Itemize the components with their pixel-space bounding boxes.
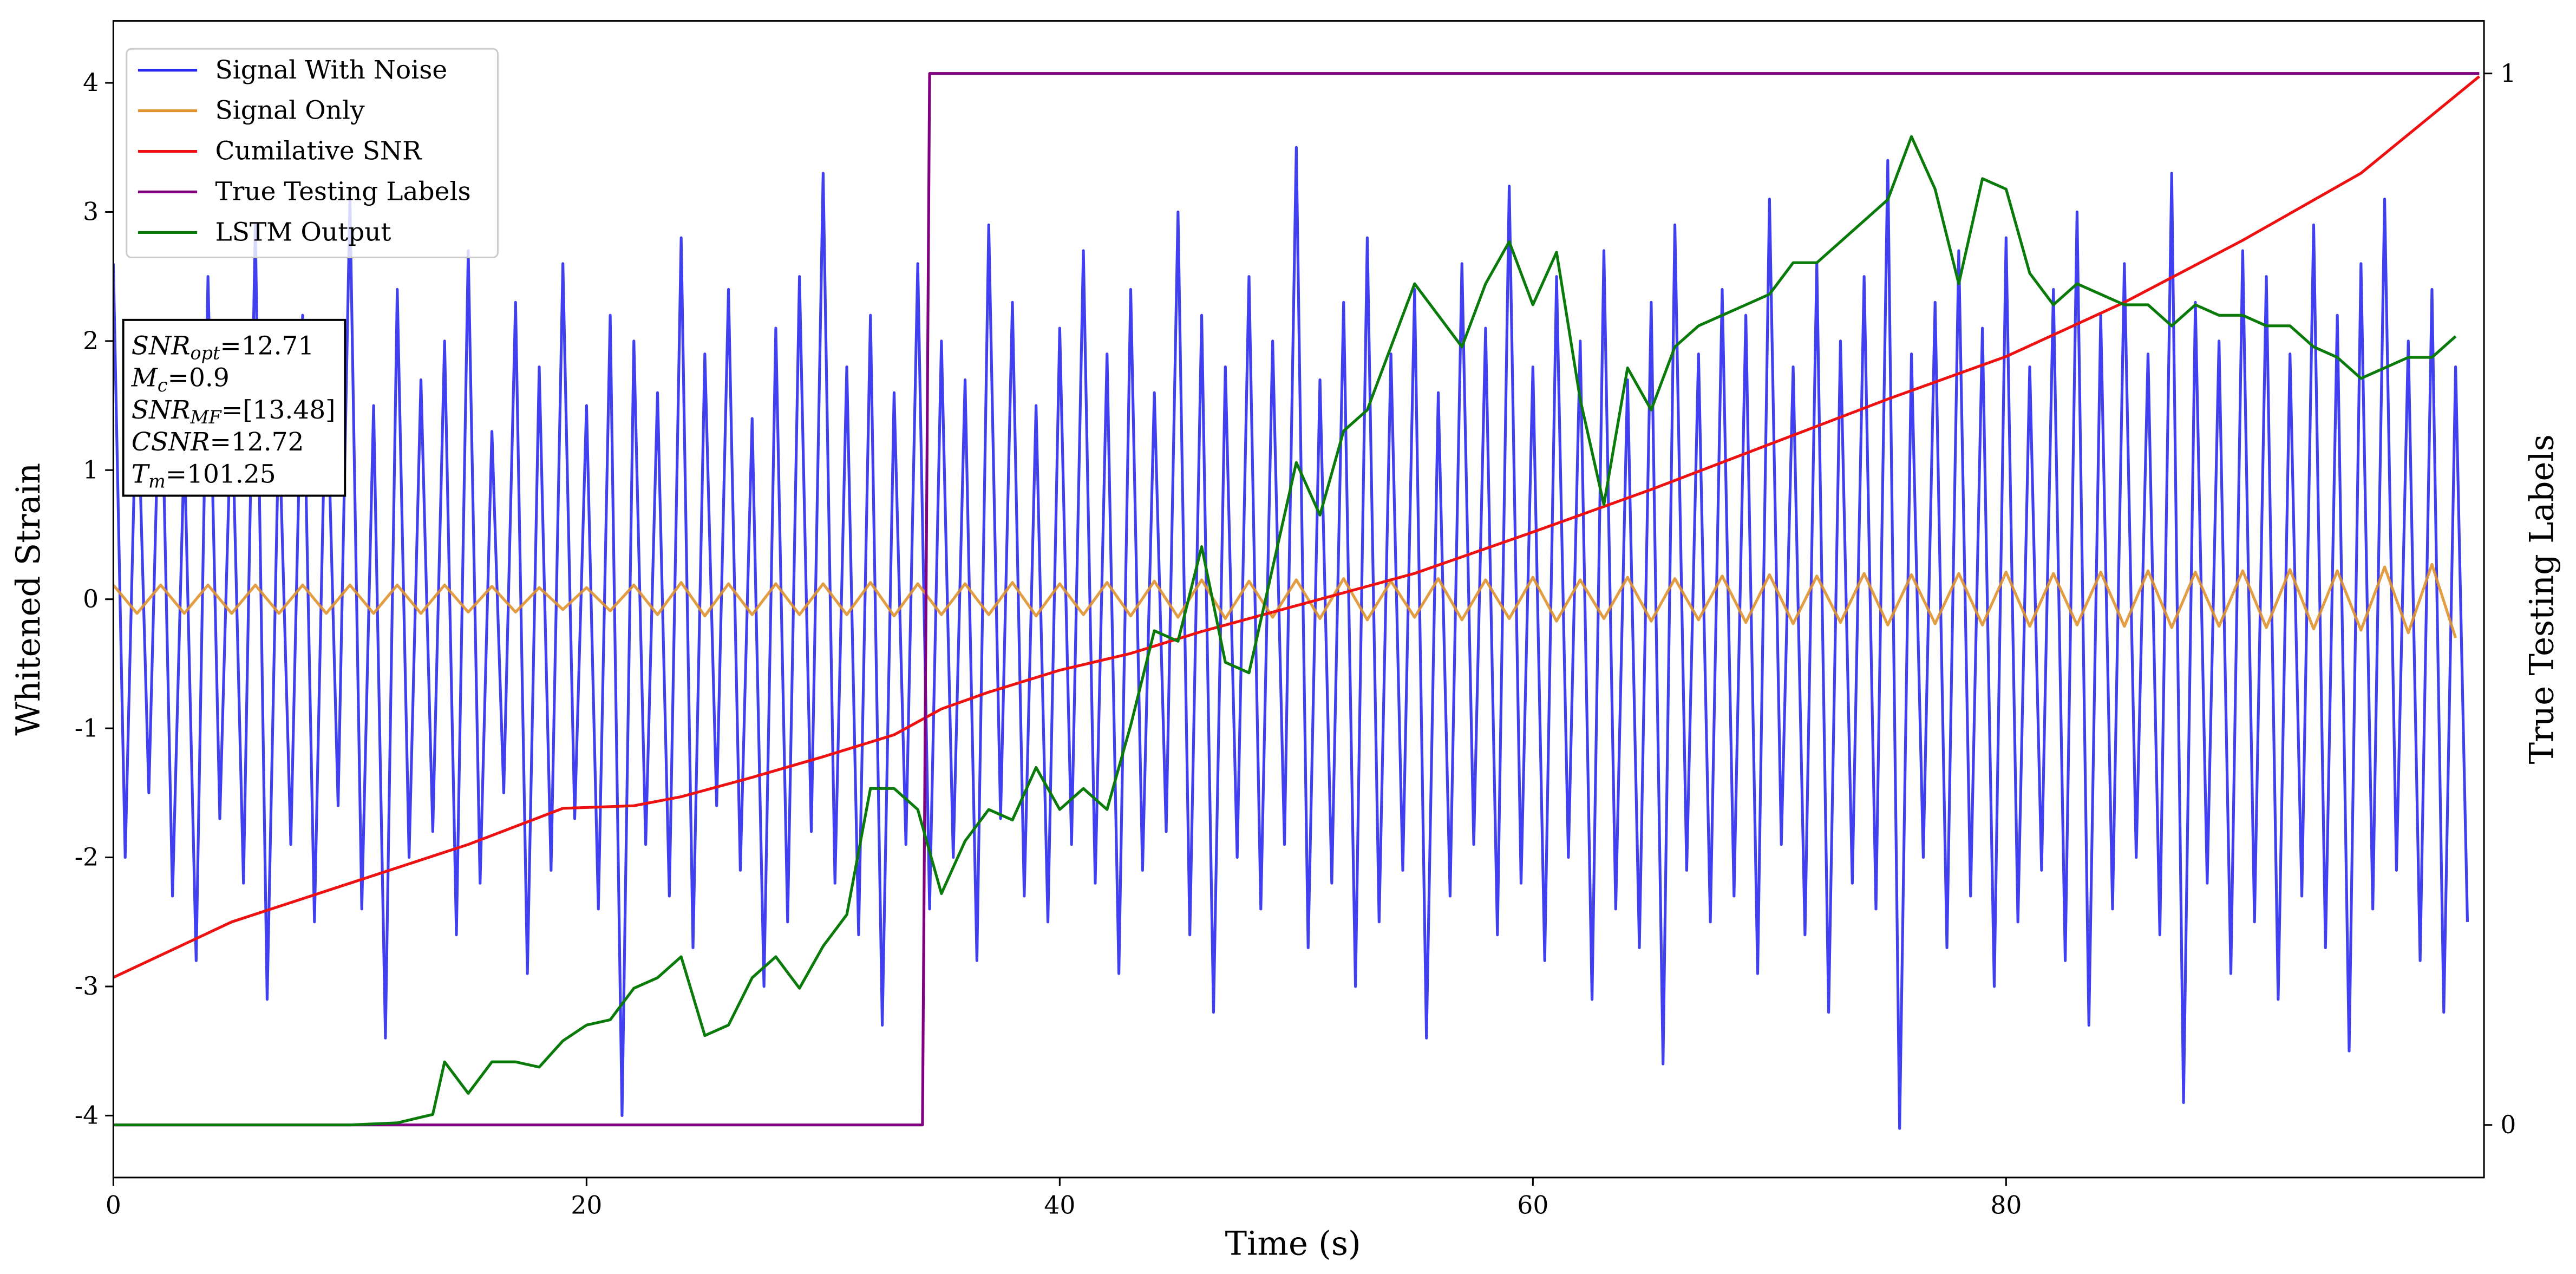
annotation-box bbox=[122, 318, 346, 497]
annotation-line: Tm=101.25 bbox=[132, 459, 276, 492]
plot-area bbox=[113, 72, 2480, 1130]
annotation-value: =101.25 bbox=[166, 459, 276, 489]
y-tick-label: 1 bbox=[83, 455, 99, 484]
series-line bbox=[113, 135, 2457, 1127]
series-line bbox=[113, 72, 2480, 1127]
annotation-line: CSNR=12.72 bbox=[132, 427, 304, 457]
annotation-value: =12.72 bbox=[210, 427, 304, 457]
y-tick-label: 0 bbox=[83, 585, 99, 613]
y-tick-label: 3 bbox=[83, 198, 99, 226]
x-axis-label: Time (s) bbox=[1225, 1225, 1361, 1263]
y-tick-label: -1 bbox=[75, 714, 99, 742]
legend: Signal With Noise Signal Only Cumilative S… bbox=[126, 48, 499, 259]
annotation-value: =0.9 bbox=[168, 363, 230, 393]
annotation-subscript: m bbox=[148, 471, 166, 492]
x-tick-label: 80 bbox=[1990, 1191, 2022, 1220]
y2-tick-label: 1 bbox=[2500, 59, 2516, 88]
annotation-line: SNRopt=12.71 bbox=[132, 331, 315, 364]
annotation: SNRopt=12.71Mc=0.9SNRMF=[13.48]CSNR=12.7… bbox=[122, 318, 346, 497]
legend-label: Cumilative SNR bbox=[215, 136, 423, 166]
y-tick-label: 4 bbox=[83, 68, 99, 97]
annotation-subscript: opt bbox=[191, 343, 220, 364]
legend-box bbox=[126, 48, 499, 259]
series-line bbox=[113, 563, 2457, 639]
annotation-symbol: CSNR bbox=[132, 427, 210, 457]
x-tick-label: 0 bbox=[106, 1191, 121, 1220]
x-tick-label: 40 bbox=[1044, 1191, 1075, 1220]
annotation-symbol: T bbox=[132, 459, 151, 489]
annotation-value: =12.71 bbox=[220, 331, 314, 361]
annotation-symbol: SNR bbox=[132, 395, 191, 425]
y-tick-label: -2 bbox=[75, 843, 99, 872]
x-tick-label: 60 bbox=[1517, 1191, 1548, 1220]
legend-label: Signal With Noise bbox=[215, 55, 448, 85]
y-tick-label: -4 bbox=[75, 1101, 99, 1130]
y-tick-label: 2 bbox=[83, 326, 99, 355]
y-tick-label: -3 bbox=[75, 972, 99, 1001]
annotation-line: SNRMF=[13.48] bbox=[132, 395, 336, 428]
annotation-symbol: M bbox=[131, 363, 159, 393]
annotation-subscript: c bbox=[158, 375, 168, 396]
annotation-value: =[13.48] bbox=[221, 395, 336, 425]
annotation-line: Mc=0.9 bbox=[131, 363, 230, 396]
y-axis-label: Whitened Strain bbox=[10, 463, 48, 736]
series-line bbox=[113, 75, 2480, 979]
legend-label: True Testing Labels bbox=[215, 177, 471, 207]
annotation-subscript: MF bbox=[190, 407, 223, 428]
y2-tick-label: 0 bbox=[2500, 1110, 2516, 1139]
legend-label: LSTM Output bbox=[215, 218, 391, 247]
legend-label: Signal Only bbox=[215, 96, 365, 126]
series-line bbox=[113, 146, 2469, 1130]
x-tick-label: 20 bbox=[571, 1191, 602, 1220]
annotation-symbol: SNR bbox=[132, 331, 191, 361]
y2-axis-label: True Testing Labels bbox=[2523, 434, 2561, 764]
